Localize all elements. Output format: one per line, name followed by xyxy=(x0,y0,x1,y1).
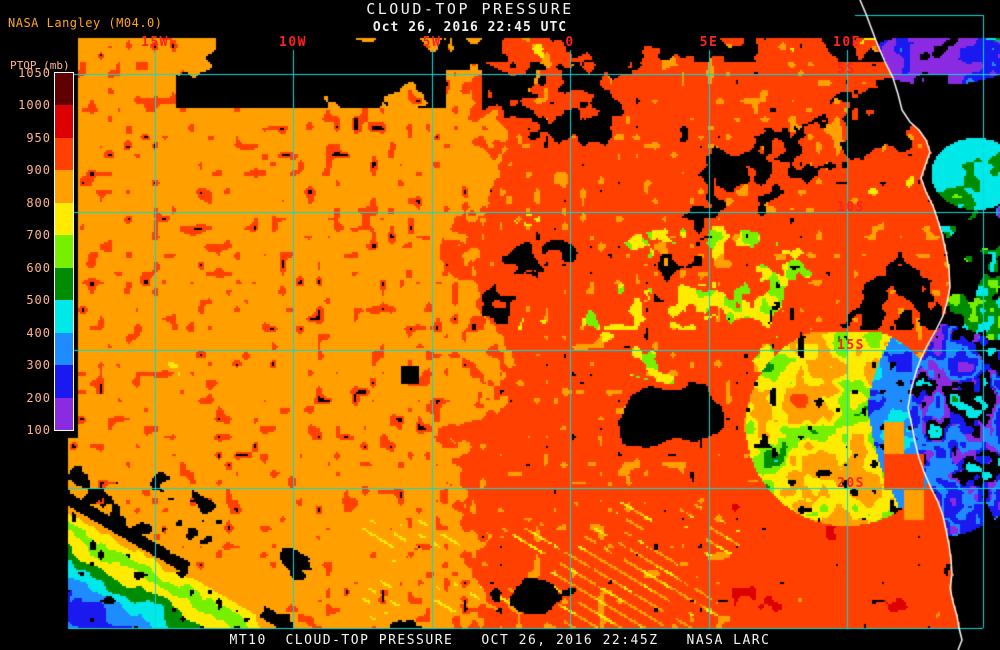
colorbar-tick-500: 500 xyxy=(26,293,51,308)
colorbar-segment-5 xyxy=(55,235,73,268)
colorbar-segment-9 xyxy=(55,365,73,398)
colorbar-segment-8 xyxy=(55,332,73,366)
credit-label: NASA Langley (M04.0) xyxy=(8,16,163,30)
colorbar-tick-1050: 1050 xyxy=(18,66,51,80)
colorbar-segment-2 xyxy=(55,137,73,171)
longitude-label-0: 0 xyxy=(565,35,575,50)
colorbar-segment-10 xyxy=(55,397,73,430)
colorbar-tick-900: 900 xyxy=(26,163,51,178)
colorbar-tick-950: 950 xyxy=(26,130,51,145)
colorbar-segment-3 xyxy=(55,170,73,203)
latitude-label-5s: 5S xyxy=(837,62,856,77)
pressure-colorbar xyxy=(54,72,74,431)
footer-caption: MT10 CLOUD-TOP PRESSURE OCT 26, 2016 22:… xyxy=(229,633,771,648)
longitude-label-5e: 5E xyxy=(699,35,719,50)
colorbar-tick-1000: 1000 xyxy=(18,98,51,113)
colorbar-tick-400: 400 xyxy=(26,325,51,340)
latitude-label-10s: 10S xyxy=(837,200,865,215)
colorbar-title: PTOP (mb) xyxy=(10,59,70,72)
longitude-label-5w: 5W xyxy=(422,35,442,50)
latitude-label-15s: 15S xyxy=(837,338,865,353)
colorbar-segment-6 xyxy=(55,267,73,301)
longitude-label-10e: 10E xyxy=(833,35,861,50)
colorbar-segment-7 xyxy=(55,300,73,333)
colorbar-tick-600: 600 xyxy=(26,260,51,275)
colorbar-segment-1 xyxy=(55,105,73,138)
datetime-subtitle: Oct 26, 2016 22:45 UTC xyxy=(372,20,568,35)
colorbar-segment-0 xyxy=(55,73,73,106)
colorbar-tick-700: 700 xyxy=(26,228,51,243)
colorbar-tick-200: 200 xyxy=(26,390,51,405)
title-block: CLOUD-TOP PRESSURE Oct 26, 2016 22:45 UT… xyxy=(280,0,660,35)
latitude-label-20s: 20S xyxy=(837,476,865,491)
colorbar-tick-300: 300 xyxy=(26,358,51,373)
colorbar-tick-100: 100 xyxy=(26,423,51,437)
page-title: CLOUD-TOP PRESSURE xyxy=(366,0,574,18)
colorbar-tick-800: 800 xyxy=(26,195,51,210)
colorbar-segment-4 xyxy=(55,202,73,236)
longitude-label-15w: 15W xyxy=(141,35,169,50)
longitude-label-10w: 10W xyxy=(279,35,307,50)
